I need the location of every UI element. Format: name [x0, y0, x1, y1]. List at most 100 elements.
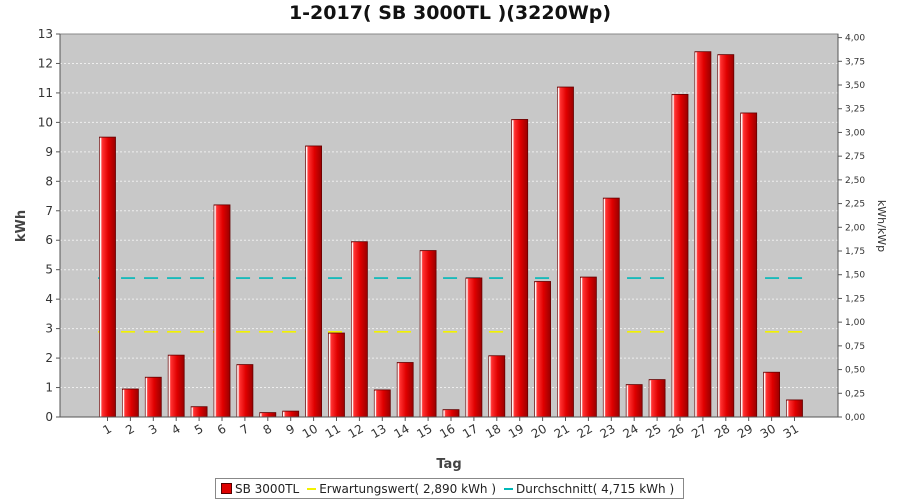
x-tick-label: 23: [598, 421, 618, 441]
y2-tick-label: 1,75: [845, 247, 865, 257]
x-tick-label: 24: [620, 421, 640, 441]
x-tick-label: 3: [146, 421, 160, 437]
x-tick-label: 20: [529, 421, 549, 441]
y-tick-label: 6: [45, 233, 53, 247]
y2-tick-label: 1,50: [845, 271, 865, 281]
bar-day-6: [213, 204, 231, 418]
legend-item-avg: Durchschnitt( 4,715 kWh ): [504, 482, 674, 496]
x-tick-label: 8: [261, 421, 275, 437]
bar-day-1: [99, 136, 116, 418]
y-tick-label: 13: [38, 27, 53, 41]
legend-item-bars: SB 3000TL: [221, 482, 299, 496]
y-tick-label: 7: [45, 204, 53, 218]
y2-tick-label: 3,25: [845, 105, 865, 115]
bar-day-14: [396, 362, 414, 418]
x-tick-label: 14: [391, 421, 411, 441]
legend-swatch-expect: [307, 487, 317, 490]
y-tick-label: 12: [38, 56, 53, 70]
x-tick-label: 30: [758, 421, 778, 441]
y-tick-label: 1: [45, 381, 53, 395]
x-tick-label: 2: [123, 421, 137, 437]
x-tick-label: 15: [414, 421, 434, 441]
legend-label-avg: Durchschnitt( 4,715 kWh ): [516, 481, 675, 496]
legend-swatch-bars: [221, 483, 232, 494]
x-tick-label: 22: [575, 421, 595, 441]
x-tick-label: 28: [712, 421, 732, 441]
bar-day-31: [786, 399, 803, 418]
bar-day-7: [236, 364, 254, 418]
x-tick-label: 13: [369, 421, 389, 441]
bar-day-27: [694, 51, 712, 418]
x-tick-label: 9: [284, 421, 298, 437]
x-tick-label: 6: [215, 421, 229, 437]
x-tick-label: 1: [100, 421, 114, 437]
y2-tick-label: 2,50: [845, 176, 865, 186]
bar-day-17: [465, 277, 483, 418]
y-tick-label: 3: [45, 322, 53, 336]
x-tick-label: 11: [323, 421, 343, 441]
bar-day-9: [282, 410, 300, 418]
y-tick-label: 0: [45, 410, 53, 424]
bar-day-10: [305, 145, 323, 418]
y-tick-label: 2: [45, 351, 53, 365]
bar-day-22: [580, 276, 597, 418]
x-tick-label: 25: [643, 421, 663, 441]
y-tick-label: 11: [38, 86, 53, 100]
x-tick-label: 29: [735, 421, 755, 441]
y-tick-label: 10: [38, 115, 53, 129]
bar-day-4: [167, 354, 185, 418]
legend: SB 3000TL Erwartungswert( 2,890 kWh ) Du…: [215, 478, 685, 499]
x-tick-label: 12: [346, 421, 366, 441]
bar-day-25: [648, 379, 666, 418]
y2-axis-label: kWh/kWp: [875, 200, 888, 252]
y2-tick-label: 0,75: [845, 342, 865, 352]
bar-day-18: [488, 355, 506, 418]
y-tick-label: 8: [45, 174, 53, 188]
y-tick-label: 9: [45, 145, 53, 159]
y2-tick-label: 2,25: [845, 200, 865, 210]
x-axis: 1 2 3 4 5 6 7 8 9 10 11 12 13 14 15 16 17 18 19 20 21 22 23 24 2…: [60, 416, 838, 441]
y2-tick-label: 3,75: [845, 57, 865, 67]
bar-day-19: [511, 119, 529, 418]
bar-day-20: [534, 281, 551, 418]
legend-swatch-avg: [504, 487, 514, 490]
y2-tick-label: 0,50: [845, 366, 865, 376]
bar-day-16: [442, 409, 460, 418]
bar-day-24: [625, 384, 643, 418]
y2-tick-label: 3,50: [845, 81, 865, 91]
y2-tick-label: 0,25: [845, 389, 865, 399]
bar-day-2: [122, 388, 139, 418]
x-tick-label: 17: [460, 421, 480, 441]
y2-tick-label: 2,75: [845, 152, 865, 162]
bar-day-28: [717, 54, 735, 418]
x-tick-label: 31: [781, 421, 801, 441]
bar-day-12: [350, 241, 368, 418]
bar-day-8: [259, 412, 277, 418]
y2-tick-label: 3,00: [845, 128, 865, 138]
y2-tick-label: 1,25: [845, 294, 865, 304]
y-axis-right: 0,00 0,25 0,50 0,75 1,00 1,25 1,50 1,75 2,00 2,25…: [837, 34, 865, 423]
legend-label-bars: SB 3000TL: [235, 481, 300, 496]
y-tick-label: 4: [45, 292, 53, 306]
bar-day-21: [557, 86, 574, 418]
y2-tick-label: 4,00: [845, 34, 865, 44]
y-axis-label: kWh: [14, 210, 29, 242]
bar-day-5: [190, 406, 208, 418]
bars: [99, 51, 803, 418]
bar-day-15: [419, 250, 437, 418]
bar-day-3: [144, 376, 162, 418]
bar-day-23: [602, 197, 620, 418]
y2-tick-label: 0,00: [845, 413, 865, 423]
legend-item-expect: Erwartungswert( 2,890 kWh ): [307, 482, 496, 496]
bar-day-11: [328, 332, 345, 418]
bar-day-13: [373, 389, 391, 418]
chart-title: 1-2017( SB 3000TL )(3220Wp): [288, 2, 612, 24]
y2-tick-label: 2,00: [845, 223, 865, 233]
x-tick-label: 16: [437, 421, 457, 441]
x-tick-label: 4: [169, 421, 183, 437]
x-tick-label: 26: [666, 421, 686, 441]
bar-day-30: [763, 371, 780, 418]
y-tick-label: 5: [45, 263, 53, 277]
